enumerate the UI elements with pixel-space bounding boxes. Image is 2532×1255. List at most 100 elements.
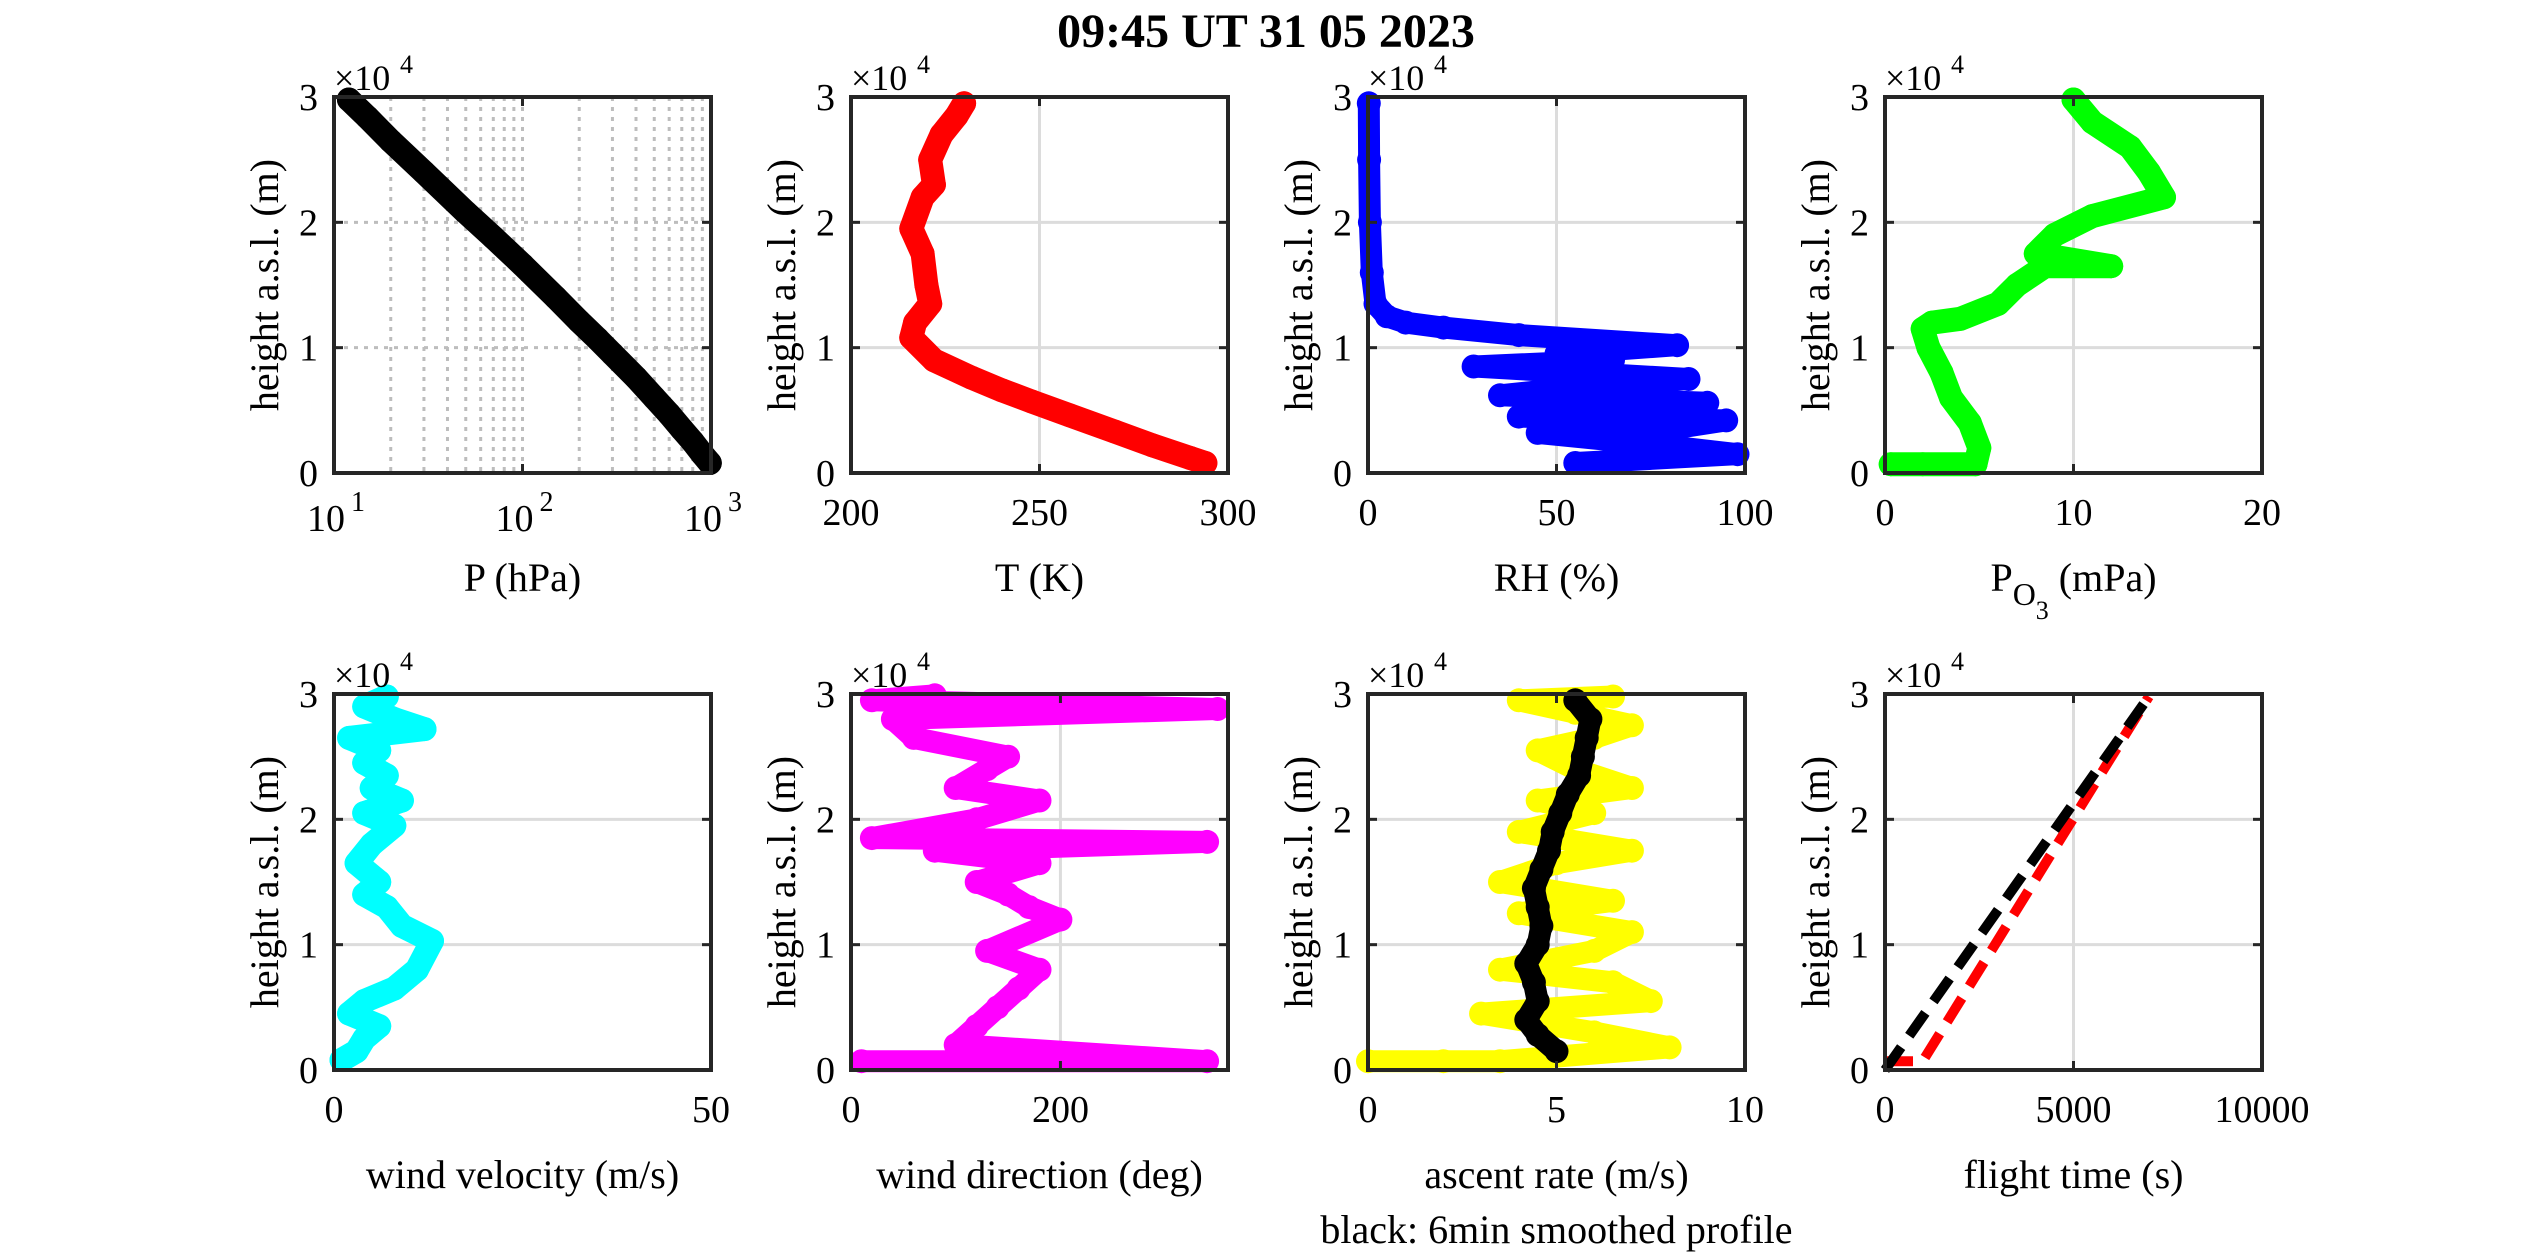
- data-point: [1548, 801, 1573, 826]
- y-tick-label: 2: [299, 799, 318, 841]
- data-point: [1506, 688, 1531, 713]
- data-point: [901, 725, 926, 750]
- data-point: [1461, 354, 1486, 379]
- data-point: [1544, 341, 1569, 366]
- y-tick-label: 3: [1333, 77, 1352, 119]
- y-axis-label: height a.s.l. (m): [1276, 159, 1321, 411]
- series-line-1: [1357, 92, 1749, 474]
- data-point: [918, 291, 943, 316]
- y-tick-label: 2: [816, 799, 835, 841]
- data-point: [1514, 951, 1539, 976]
- data-point: [1957, 410, 1982, 435]
- data-point: [964, 807, 989, 832]
- y-exponent-label: ×10: [1368, 655, 1424, 695]
- data-point: [585, 326, 610, 351]
- y-tick-label: 3: [1333, 674, 1352, 716]
- data-point: [1601, 970, 1625, 995]
- y-tick-label: 3: [816, 674, 835, 716]
- data-point: [382, 707, 407, 732]
- data-point: [1006, 976, 1031, 1001]
- chart-panel-6: 0 200 0 1 2 3 ×10 4 wind direction (deg) height a…: [759, 647, 1230, 1197]
- data-point: [1582, 1020, 1607, 1045]
- data-point: [1431, 1049, 1456, 1074]
- series-line-1: [850, 684, 1229, 1073]
- x-tick-label: 10: [684, 498, 722, 540]
- y-tick-label: 2: [1850, 799, 1869, 841]
- y-tick-label: 0: [1850, 1050, 1869, 1092]
- data-point: [921, 172, 946, 197]
- data-point: [378, 128, 403, 153]
- data-point: [1027, 788, 1052, 813]
- x-axis-label: flight time (s): [1964, 1152, 2184, 1197]
- chart-panel-7: 0 5 10 0 1 2 3 ×10 4 ascent rate (m/s) height a.s.…: [1276, 647, 1793, 1252]
- x-tick-exponent: 1: [351, 487, 365, 518]
- data-point: [1657, 417, 1682, 442]
- data-point: [352, 989, 377, 1014]
- data-point: [1563, 451, 1588, 475]
- data-point: [642, 385, 667, 410]
- data-point: [1567, 763, 1592, 788]
- y-tick-label: 1: [1850, 328, 1869, 370]
- data-point: [1525, 788, 1550, 813]
- data-point: [1017, 895, 1041, 920]
- data-point: [985, 995, 1010, 1020]
- chart-panel-2: 200 250 300 0 1 2 3 ×10 4 T (K) height a.s.l. (m): [759, 50, 1257, 600]
- data-point: [1488, 383, 1512, 408]
- data-point: [624, 365, 648, 390]
- data-point: [1525, 932, 1550, 957]
- y-tick-label: 0: [1850, 453, 1869, 495]
- y-tick-label: 1: [1850, 925, 1869, 967]
- y-axis-label: height a.s.l. (m): [1793, 159, 1838, 411]
- y-tick-label: 1: [1333, 328, 1352, 370]
- data-point: [337, 725, 362, 750]
- y-exponent-label: ×10: [334, 58, 390, 98]
- data-point: [1601, 888, 1625, 913]
- data-point: [2152, 185, 2176, 210]
- data-point: [910, 241, 935, 266]
- data-point: [1506, 323, 1531, 348]
- data-point: [1544, 1039, 1569, 1064]
- x-axis-label: wind velocity (m/s): [366, 1152, 679, 1197]
- data-point: [1525, 989, 1550, 1014]
- chart-panel-8: 0 5000 10000 0 1 2 3 ×10 4 flight time (s) height …: [1793, 647, 2310, 1197]
- y-exponent-label: ×10: [851, 655, 907, 695]
- data-point: [344, 851, 369, 876]
- data-point: [1929, 360, 1954, 385]
- y-tick-label: 1: [299, 328, 318, 370]
- y-tick-label: 0: [299, 1050, 318, 1092]
- data-point: [943, 776, 968, 800]
- y-axis-label: height a.s.l. (m): [759, 159, 804, 411]
- x-tick-label: 100: [1717, 492, 1774, 534]
- y-tick-label: 2: [1333, 799, 1352, 841]
- data-point: [1488, 1049, 1512, 1074]
- data-point: [1948, 306, 1973, 331]
- y-tick-label: 0: [299, 453, 318, 495]
- data-point: [389, 913, 414, 938]
- data-point: [1601, 684, 1625, 709]
- y-tick-label: 3: [816, 77, 835, 119]
- data-point: [1488, 870, 1512, 894]
- x-tick-label: 250: [1011, 492, 1068, 534]
- y-exponent-label: ×10: [851, 58, 907, 98]
- data-point: [1619, 776, 1644, 800]
- data-point: [975, 757, 1000, 782]
- data-point: [1027, 957, 1052, 982]
- data-point: [975, 938, 1000, 963]
- data-point: [1525, 738, 1550, 763]
- data-point: [859, 826, 884, 851]
- y-exponent-label: ×10: [1885, 58, 1941, 98]
- y-tick-label: 0: [816, 1050, 835, 1092]
- data-point: [1102, 419, 1127, 444]
- data-point: [367, 1014, 392, 1039]
- data-point: [1619, 713, 1644, 738]
- data-point: [1676, 367, 1701, 391]
- chart-annotation: black: 6min smoothed profile: [1320, 1207, 1792, 1252]
- data-point: [996, 882, 1021, 907]
- y-exponent-label: ×10: [1368, 58, 1424, 98]
- data-point: [1939, 385, 1963, 410]
- y-exponent-power: 4: [400, 647, 413, 676]
- data-point: [964, 870, 989, 894]
- data-point: [849, 1049, 874, 1074]
- data-point: [1506, 901, 1531, 926]
